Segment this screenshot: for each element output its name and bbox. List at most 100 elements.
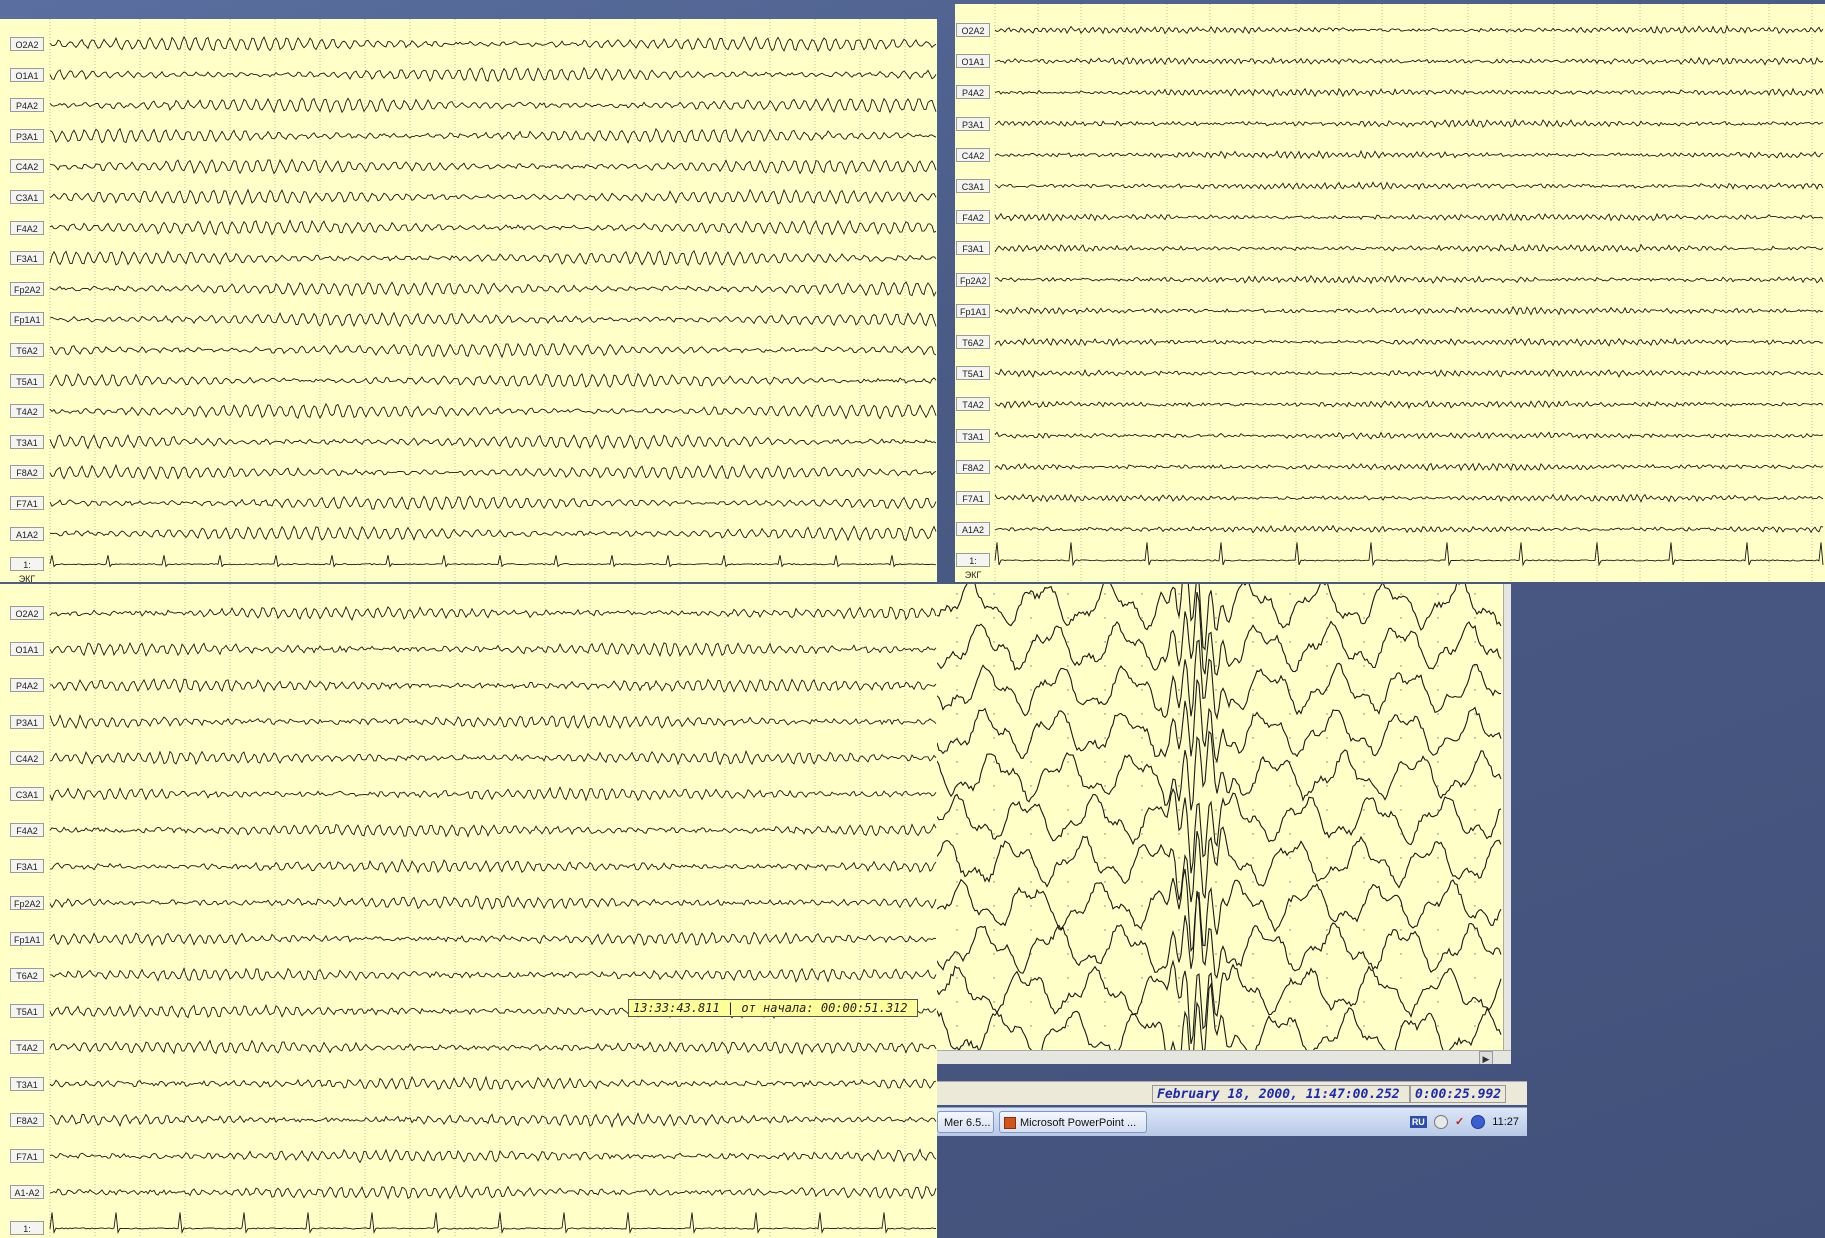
channel-label: F3A1 xyxy=(10,251,44,266)
grid-dot xyxy=(993,1025,995,1027)
grid-dot xyxy=(1067,809,1069,811)
channel-label: C4A2 xyxy=(956,147,990,162)
tray-status-icon[interactable] xyxy=(1433,1115,1448,1130)
grid-dot xyxy=(1363,689,1365,691)
channel-label: C4A2 xyxy=(10,750,44,765)
grid-dot xyxy=(956,833,958,835)
channel-label: T4A2 xyxy=(10,1040,44,1055)
grid-dot xyxy=(1141,953,1143,955)
grid-dot xyxy=(1437,977,1439,979)
grid-dot xyxy=(1474,689,1476,691)
channel-label: Fp1A1 xyxy=(10,931,44,946)
grid-dot xyxy=(1437,641,1439,643)
grid-dot xyxy=(993,977,995,979)
grid-dot xyxy=(1326,1025,1328,1027)
grid-dot xyxy=(993,785,995,787)
grid-dot xyxy=(1178,929,1180,931)
grid-dot xyxy=(1326,857,1328,859)
grid-dot xyxy=(1030,761,1032,763)
eeg-trace xyxy=(49,1039,937,1056)
grid-dot xyxy=(1030,665,1032,667)
eeg-trace xyxy=(49,1148,937,1164)
grid-dot xyxy=(1067,713,1069,715)
channel-label: P4A2 xyxy=(10,98,44,113)
grid-dot xyxy=(1104,665,1106,667)
grid-dot xyxy=(993,617,995,619)
grid-dot xyxy=(1363,857,1365,859)
grid-dot xyxy=(956,1001,958,1003)
eeg-trace xyxy=(937,639,1501,721)
language-indicator[interactable]: RU xyxy=(1409,1116,1427,1129)
grid-dot xyxy=(993,833,995,835)
grid-dot xyxy=(1437,665,1439,667)
grid-dot xyxy=(1252,665,1254,667)
grid-dot xyxy=(1326,881,1328,883)
grid-dot xyxy=(1252,881,1254,883)
channel-label: O1A1 xyxy=(10,642,44,657)
grid-dot xyxy=(1326,641,1328,643)
grid-dot xyxy=(1030,929,1032,931)
eeg-traces-top-right xyxy=(994,4,1824,582)
grid-dot xyxy=(956,929,958,931)
channel-label: Fp1A1 xyxy=(10,312,44,327)
tray-info-icon[interactable] xyxy=(1471,1115,1486,1130)
grid-dot xyxy=(993,713,995,715)
channel-label: F8A2 xyxy=(956,459,990,474)
grid-dot xyxy=(1326,737,1328,739)
grid-dot xyxy=(1437,761,1439,763)
grid-dot xyxy=(1178,881,1180,883)
vertical-scrollbar[interactable] xyxy=(1503,584,1511,1050)
grid-dot xyxy=(1289,737,1291,739)
grid-dot xyxy=(1178,833,1180,835)
eeg-trace xyxy=(49,749,937,766)
eeg-trace xyxy=(937,787,1502,874)
grid-dot xyxy=(1141,737,1143,739)
channel-label: Fp2A2 xyxy=(956,272,990,287)
eeg-trace xyxy=(49,714,937,730)
grid-dot xyxy=(1141,617,1143,619)
grid-dot xyxy=(1289,833,1291,835)
grid-dot xyxy=(993,857,995,859)
grid-dot xyxy=(1474,833,1476,835)
grid-dot xyxy=(1104,833,1106,835)
eeg-trace xyxy=(49,555,937,568)
tray-check-icon[interactable]: ✓ xyxy=(1454,1116,1465,1129)
taskbar-button-app[interactable]: Mer 6.5... xyxy=(937,1111,994,1133)
grid-dot xyxy=(993,1001,995,1003)
grid-dot xyxy=(1104,785,1106,787)
eeg-trace xyxy=(49,678,937,694)
taskbar-button-powerpoint[interactable]: Microsoft PowerPoint ... xyxy=(999,1111,1147,1133)
eeg-trace xyxy=(49,311,937,328)
grid-dot xyxy=(1215,641,1217,643)
grid-dot xyxy=(1289,881,1291,883)
grid-dot xyxy=(1141,713,1143,715)
channel-label: Fp1A1 xyxy=(956,303,990,318)
grid-dot xyxy=(1289,953,1291,955)
grid-dot xyxy=(1474,761,1476,763)
grid-dot xyxy=(1141,881,1143,883)
eeg-trace xyxy=(937,959,1502,1045)
grid-dot xyxy=(1252,641,1254,643)
grid-dot xyxy=(1141,905,1143,907)
grid-dot xyxy=(956,593,958,595)
eeg-trace xyxy=(49,66,937,82)
grid-dot xyxy=(1215,857,1217,859)
grid-dot xyxy=(1474,881,1476,883)
grid-dot xyxy=(1067,857,1069,859)
eeg-trace xyxy=(49,966,937,983)
grid-dot xyxy=(993,953,995,955)
eeg-trace xyxy=(994,542,1824,567)
channel-label: Fp2A2 xyxy=(10,895,44,910)
grid-dot xyxy=(1400,857,1402,859)
grid-dot xyxy=(1215,593,1217,595)
horizontal-scrollbar[interactable]: ▶ xyxy=(937,1050,1511,1064)
eeg-trace xyxy=(994,24,1824,35)
channel-label: T5A1 xyxy=(956,366,990,381)
grid-dot xyxy=(1030,881,1032,883)
zoomed-eeg-panel: ▶ xyxy=(937,584,1511,1064)
grid-dot xyxy=(1178,1025,1180,1027)
scroll-right-icon[interactable]: ▶ xyxy=(1479,1051,1493,1064)
zoomed-eeg-traces xyxy=(937,584,1502,1064)
grid-dot xyxy=(1437,713,1439,715)
grid-dot xyxy=(1252,761,1254,763)
